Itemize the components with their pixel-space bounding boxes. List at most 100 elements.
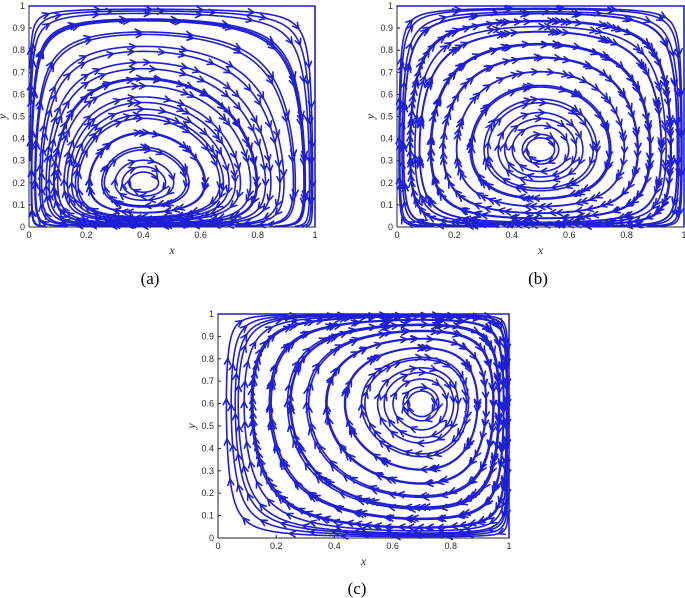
flow-arrow xyxy=(259,519,269,527)
flow-arrow xyxy=(594,27,603,35)
flow-arrow xyxy=(465,77,474,85)
flow-arrow xyxy=(620,146,629,154)
flow-arrow xyxy=(165,199,174,207)
flow-arrow xyxy=(124,178,132,187)
flow-arrow xyxy=(62,207,70,216)
flow-arrow xyxy=(305,154,313,163)
flow-arrow xyxy=(203,210,213,218)
flow-arrow xyxy=(482,103,491,112)
flow-arrow xyxy=(179,163,187,172)
flow-arrow xyxy=(589,48,599,56)
streamline xyxy=(402,386,440,422)
flow-arrow xyxy=(45,109,53,118)
flow-arrow xyxy=(673,157,682,165)
flow-arrow xyxy=(428,114,437,123)
streamline xyxy=(401,10,680,227)
y-tick-label: 0.5 xyxy=(12,112,25,122)
flow-arrow xyxy=(502,44,511,52)
flow-arrow xyxy=(412,527,421,535)
flow-arrow xyxy=(299,446,307,455)
flow-arrow xyxy=(369,422,377,431)
flow-arrow xyxy=(113,120,122,128)
flow-arrow xyxy=(50,185,58,194)
flow-arrow xyxy=(305,405,313,414)
flow-arrow xyxy=(467,437,475,446)
streamline xyxy=(40,50,281,227)
flow-arrow xyxy=(287,406,296,415)
flow-arrow xyxy=(227,478,235,487)
streamline xyxy=(305,329,495,499)
flow-arrow xyxy=(379,416,387,425)
flow-arrow xyxy=(409,425,418,434)
flow-arrow xyxy=(578,156,586,165)
flow-arrow xyxy=(555,5,564,14)
x-tick-label: 0.4 xyxy=(137,230,150,240)
flow-arrow xyxy=(516,70,525,78)
x-tick-label: 0 xyxy=(26,230,31,240)
flow-arrow xyxy=(147,156,156,165)
flow-arrow xyxy=(459,377,468,386)
flow-arrow xyxy=(218,190,226,199)
flow-arrow xyxy=(448,71,456,80)
flow-arrow xyxy=(577,212,586,221)
y-tick-label: 1 xyxy=(388,1,393,11)
flow-arrow xyxy=(356,510,365,519)
x-axis-label: x xyxy=(537,243,544,257)
flow-arrow xyxy=(28,129,37,138)
flow-arrow xyxy=(512,214,520,222)
flow-arrow xyxy=(379,458,389,466)
flow-arrow xyxy=(84,37,93,45)
flow-arrow xyxy=(579,118,587,127)
flow-arrow xyxy=(512,219,520,228)
flow-arrow xyxy=(547,28,556,36)
flow-arrow xyxy=(548,139,555,148)
flow-arrow xyxy=(467,476,476,484)
flow-arrow xyxy=(153,74,162,83)
flow-arrow xyxy=(119,182,128,191)
flow-arrow xyxy=(90,123,99,132)
flow-arrow xyxy=(661,124,669,132)
streamline xyxy=(418,31,663,224)
flow-arrow xyxy=(346,519,354,528)
flow-arrow xyxy=(266,35,275,44)
flow-arrow xyxy=(665,177,674,186)
flow-arrow xyxy=(304,60,313,69)
flow-arrow xyxy=(520,186,529,194)
flow-arrow xyxy=(148,195,157,203)
flow-arrow xyxy=(482,156,490,165)
flow-arrow xyxy=(599,69,608,77)
flow-arrow xyxy=(50,116,58,125)
flow-arrow xyxy=(401,391,410,399)
flow-arrow xyxy=(497,207,506,215)
flow-arrow xyxy=(538,202,546,211)
flow-arrow xyxy=(239,344,248,353)
flow-arrow xyxy=(486,439,494,448)
flow-arrow xyxy=(259,340,268,349)
flow-arrow xyxy=(411,158,420,167)
flow-arrow xyxy=(632,43,641,52)
flow-arrow xyxy=(544,22,552,31)
flow-arrow xyxy=(264,120,273,129)
flow-arrow xyxy=(645,162,653,171)
flow-arrow xyxy=(621,187,629,196)
flow-arrow xyxy=(500,404,508,412)
flow-arrow xyxy=(400,104,409,113)
flow-arrow xyxy=(384,323,392,331)
flow-arrow xyxy=(502,479,510,487)
flow-arrow xyxy=(279,169,288,177)
streamline xyxy=(29,8,314,227)
flow-arrow xyxy=(657,137,665,145)
flow-arrow xyxy=(158,106,167,115)
flow-arrow xyxy=(139,129,147,138)
flow-arrow xyxy=(574,18,583,27)
flow-arrow xyxy=(495,317,504,327)
flow-arrow xyxy=(389,476,398,484)
flow-arrow xyxy=(312,366,320,375)
flow-arrow xyxy=(248,378,256,387)
flow-arrow xyxy=(474,210,483,219)
flow-arrow xyxy=(274,207,283,216)
y-tick-label: 0.6 xyxy=(380,89,393,99)
flow-arrow xyxy=(216,181,224,190)
flow-arrow xyxy=(240,380,249,389)
flow-arrow xyxy=(201,142,209,151)
